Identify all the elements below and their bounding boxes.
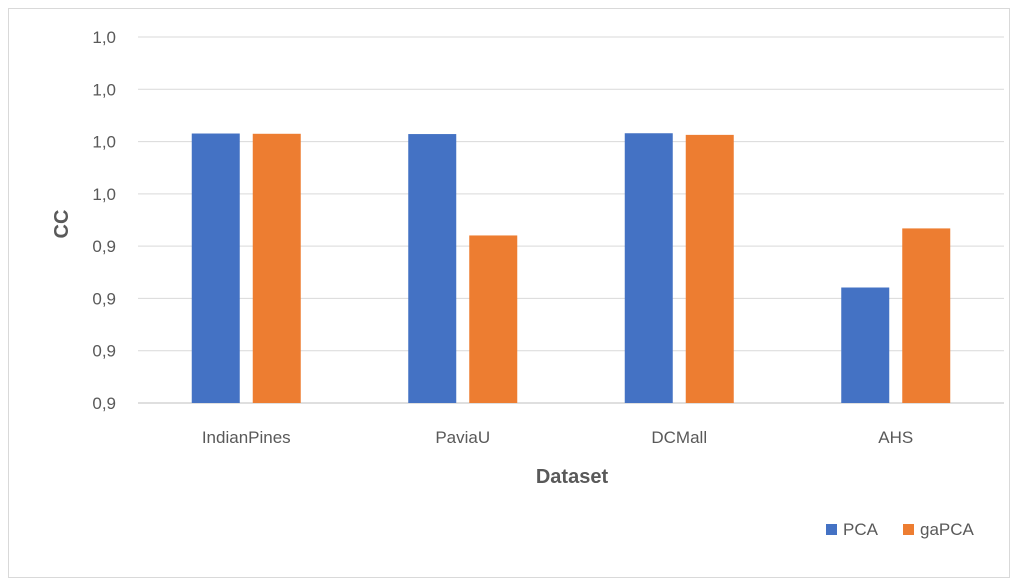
x-tick-label: IndianPines [202,428,291,447]
bar-gapca-paviau [469,235,518,403]
bar-pca-paviau [408,134,457,403]
legend-swatch [826,524,837,535]
bar-gapca-ahs [902,228,951,403]
x-axis-title: Dataset [536,466,609,488]
legend-label: gaPCA [920,520,975,539]
legend: PCA gaPCA [826,520,975,539]
bars [191,133,951,404]
y-tick-label: 0,9 [92,342,116,361]
y-axis-ticks: 0,9 0,9 0,9 0,9 1,0 1,0 1,0 1,0 [92,28,116,413]
bar-pca-ahs [841,287,890,403]
y-tick-label: 0,9 [92,237,116,256]
y-tick-label: 1,0 [92,80,116,99]
y-tick-label: 0,9 [92,394,116,413]
y-tick-label: 1,0 [92,28,116,47]
x-axis-ticks: IndianPines PaviaU DCMall AHS [202,428,913,447]
legend-label: PCA [843,520,879,539]
x-tick-label: DCMall [651,428,707,447]
bar-pca-dcmall [624,133,673,403]
y-tick-label: 1,0 [92,133,116,152]
bar-pca-indianpines [191,133,240,403]
x-tick-label: AHS [878,428,913,447]
y-tick-label: 1,0 [92,185,116,204]
bar-gapca-dcmall [685,134,734,404]
x-tick-label: PaviaU [435,428,490,447]
y-tick-label: 0,9 [92,289,116,308]
legend-swatch [903,524,914,535]
y-axis-title: CC [51,210,73,239]
bar-gapca-indianpines [252,133,301,403]
